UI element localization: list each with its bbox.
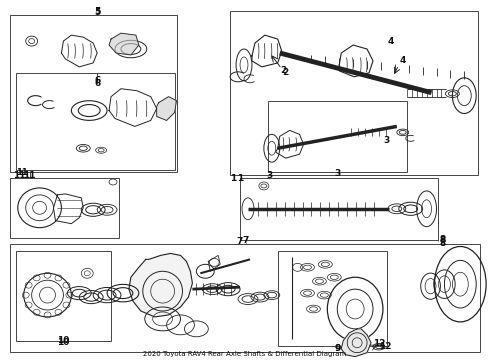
- Text: 10: 10: [57, 338, 70, 347]
- Bar: [10, 15, 176, 172]
- Bar: [230, 11, 478, 175]
- Text: 2020 Toyota RAV4 Rear Axle Shafts & Differential Diagram: 2020 Toyota RAV4 Rear Axle Shafts & Diff…: [144, 351, 346, 357]
- Text: 12: 12: [373, 339, 385, 348]
- Text: 2: 2: [281, 66, 287, 75]
- Text: 11: 11: [16, 167, 27, 176]
- Bar: [278, 251, 387, 346]
- Text: 10: 10: [57, 336, 70, 345]
- Polygon shape: [341, 329, 371, 357]
- Text: 4: 4: [388, 37, 394, 46]
- Text: 3: 3: [267, 171, 273, 180]
- Text: 8: 8: [440, 235, 445, 244]
- Text: 3: 3: [334, 168, 341, 177]
- Polygon shape: [109, 33, 139, 55]
- Text: 8: 8: [440, 236, 445, 245]
- Text: 11: 11: [14, 171, 26, 180]
- Bar: [16, 251, 111, 341]
- Text: 5: 5: [94, 7, 100, 16]
- Text: 2: 2: [283, 68, 289, 77]
- Text: 6: 6: [94, 79, 100, 88]
- Bar: [16, 73, 174, 170]
- Text: 3: 3: [384, 136, 390, 145]
- Bar: [10, 178, 119, 238]
- Bar: [10, 244, 480, 352]
- Text: 7: 7: [237, 237, 243, 246]
- Polygon shape: [157, 96, 176, 121]
- Text: 9: 9: [334, 344, 341, 353]
- Text: 5: 5: [94, 8, 100, 17]
- Bar: [268, 100, 407, 172]
- Bar: [240, 178, 439, 239]
- Text: 1: 1: [237, 174, 243, 183]
- Text: 4: 4: [399, 57, 406, 66]
- Text: 6: 6: [94, 76, 100, 85]
- Polygon shape: [129, 253, 193, 317]
- Text: 1: 1: [230, 174, 236, 183]
- Text: 9: 9: [334, 344, 341, 353]
- Text: 11: 11: [24, 171, 36, 180]
- Text: 12: 12: [379, 342, 391, 351]
- Text: 7: 7: [243, 236, 249, 245]
- Text: 8: 8: [440, 239, 445, 248]
